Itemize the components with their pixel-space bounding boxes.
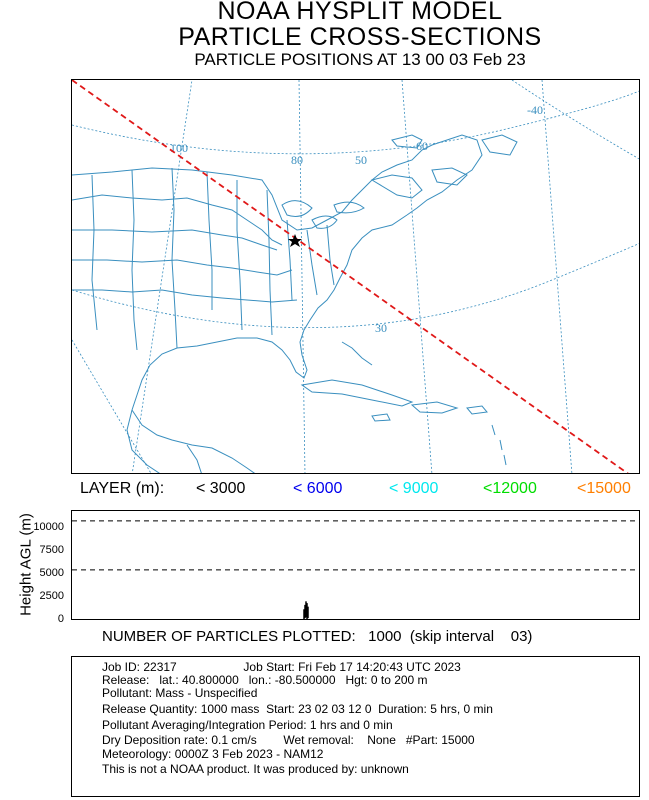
info-line: Meteorology: 0000Z 3 Feb 2023 - NAM12 — [102, 747, 324, 761]
cross-section-line — [72, 80, 629, 473]
layer-legend-item: <15000 — [577, 480, 631, 497]
layer-legend-item: < 9000 — [389, 480, 439, 497]
info-box: Job ID: 22317 Job Start: Fri Feb 17 14:2… — [71, 656, 640, 797]
lon-label-80: 80 — [291, 153, 303, 167]
title-line-1: NOAA HYSPLIT MODEL — [217, 0, 503, 25]
graticule — [72, 80, 639, 473]
layer-legend-label: LAYER (m): — [80, 480, 165, 497]
lon-label-60: 60 — [416, 139, 428, 153]
info-line: This is not a NOAA product. It was produ… — [102, 762, 409, 776]
lon-label-100: 100 — [170, 141, 188, 155]
info-line: Release: lat.: 40.800000 lon.: -80.50000… — [102, 673, 428, 687]
y-tick-label: 5000 — [39, 567, 64, 579]
lat-label-50: 50 — [355, 153, 367, 167]
info-line: Job ID: 22317 Job Start: Fri Feb 17 14:2… — [102, 660, 461, 674]
y-tick-label: 10000 — [33, 521, 64, 533]
layer-legend-item: <12000 — [483, 480, 537, 497]
coastline — [72, 134, 518, 473]
cross-section-svg — [72, 520, 639, 619]
y-tick-label: 7500 — [39, 544, 64, 556]
map-svg: -40 100 80 60 50 30 — [72, 80, 639, 473]
lon-label-minus40: -40 — [527, 103, 543, 117]
y-tick-label: 0 — [57, 613, 64, 625]
layer-legend-item: < 3000 — [196, 480, 246, 497]
particle-count: NUMBER OF PARTICLES PLOTTED: 1000 (skip … — [102, 628, 533, 645]
cross-section-panel — [71, 510, 640, 620]
lat-label-30: 30 — [375, 321, 387, 335]
y-tick-label: 2500 — [39, 590, 64, 602]
title-line-2: PARTICLE CROSS-SECTIONS — [178, 23, 542, 51]
title-line-3: PARTICLE POSITIONS AT 13 00 03 Feb 23 — [194, 50, 526, 69]
info-line: Pollutant Averaging/Integration Period: … — [102, 718, 393, 732]
map-panel: -40 100 80 60 50 30 — [71, 79, 640, 474]
star-icon — [288, 234, 302, 247]
layer-legend-item: < 6000 — [293, 480, 343, 497]
info-line: Pollutant: Mass - Unspecified — [102, 686, 258, 700]
info-line: Release Quantity: 1000 mass Start: 23 02… — [102, 702, 493, 716]
info-line: Dry Deposition rate: 0.1 cm/s Wet remova… — [102, 733, 475, 747]
